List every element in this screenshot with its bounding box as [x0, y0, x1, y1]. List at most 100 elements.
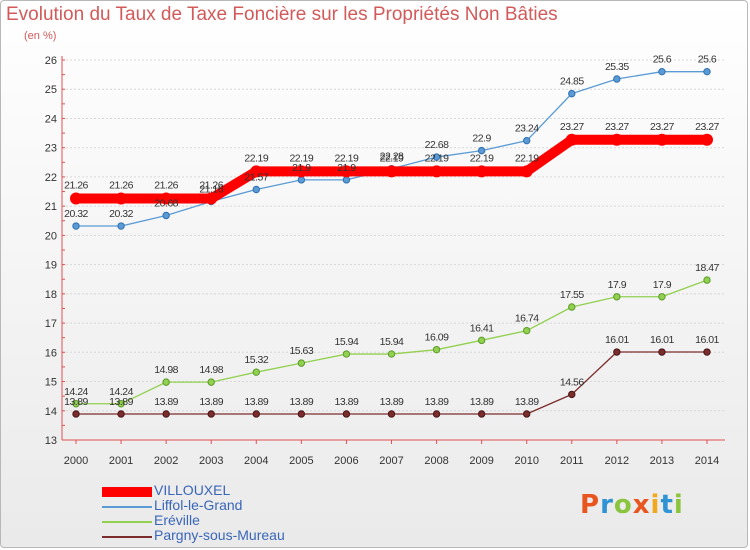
data-point: [613, 75, 621, 83]
legend-item: Liffol-le-Grand: [100, 497, 400, 514]
proxiti-logo: Proxiti: [580, 490, 684, 520]
data-label: 21.9: [337, 162, 356, 174]
data-point: [72, 400, 80, 408]
data-point: [297, 410, 306, 418]
x-tick-label: 2004: [244, 455, 268, 467]
data-label: 23.27: [650, 121, 674, 133]
data-point: [385, 165, 398, 178]
data-label: 16.01: [650, 334, 674, 346]
data-point: [70, 192, 82, 205]
data-point: [701, 133, 713, 146]
y-tick-label: 19: [45, 260, 57, 272]
data-label: 13.89: [109, 396, 133, 408]
x-tick-label: 2003: [199, 455, 223, 467]
logo-letter: P: [580, 490, 601, 520]
x-tick-label: 2011: [560, 455, 584, 467]
data-point: [658, 293, 666, 301]
data-point: [655, 133, 668, 146]
data-label: 16.01: [695, 334, 719, 346]
x-tick-label: 2006: [334, 455, 358, 467]
data-point: [703, 67, 711, 76]
legend-swatch: [102, 535, 152, 538]
data-label: 21.26: [154, 180, 178, 192]
data-label: 17.9: [608, 279, 627, 291]
data-point: [160, 192, 173, 205]
y-tick-label: 15: [45, 377, 57, 389]
data-label: 15.32: [244, 354, 268, 366]
data-label: 22.9: [472, 133, 491, 145]
data-label: 13.89: [64, 396, 88, 408]
data-label: 22.19: [335, 152, 359, 164]
data-label: 21.9: [292, 162, 311, 174]
x-tick-label: 2005: [289, 455, 313, 467]
data-label: 21.26: [64, 180, 88, 192]
data-label: 13.89: [425, 396, 449, 408]
data-point: [205, 192, 218, 205]
data-label: 21.57: [244, 171, 268, 183]
data-label: 22.19: [289, 152, 313, 164]
data-point: [565, 133, 578, 146]
data-point: [477, 336, 486, 345]
data-label: 21.26: [109, 180, 133, 192]
data-label: 13.89: [335, 396, 359, 408]
data-point: [387, 350, 396, 358]
data-point: [342, 410, 351, 418]
data-label: 13.89: [470, 396, 494, 408]
y-tick-label: 18: [45, 289, 57, 301]
data-point: [523, 136, 531, 145]
legend-item: Eréville: [100, 512, 400, 529]
data-label: 25.6: [698, 54, 717, 66]
y-tick-label: 14: [45, 406, 57, 418]
data-point: [568, 303, 576, 311]
data-point: [430, 165, 443, 178]
data-label: 25.35: [605, 61, 629, 73]
data-point: [207, 378, 215, 386]
data-point: [252, 410, 260, 418]
data-point: [117, 410, 125, 418]
data-label: 13.89: [199, 396, 223, 408]
data-point: [568, 390, 576, 399]
y-tick-label: 23: [45, 143, 57, 155]
data-label: 23.24: [515, 123, 539, 135]
data-label: 14.98: [199, 364, 223, 376]
data-label: 13.89: [154, 396, 178, 408]
data-point: [477, 410, 486, 418]
data-point: [613, 293, 621, 301]
data-point: [703, 348, 711, 356]
y-tick-label: 24: [45, 113, 57, 125]
data-label: 16.01: [605, 334, 629, 346]
data-label: 22.68: [425, 139, 449, 151]
x-tick-label: 2010: [514, 455, 538, 467]
data-point: [432, 345, 441, 354]
logo-letter: i: [673, 490, 684, 520]
logo-letter: r: [600, 490, 614, 520]
data-point: [162, 410, 170, 418]
data-point: [610, 133, 623, 146]
data-label: 24.85: [560, 76, 584, 88]
data-label: 23.27: [605, 121, 629, 133]
y-tick-label: 22: [45, 172, 57, 184]
x-tick-label: 2000: [64, 455, 88, 467]
data-point: [703, 276, 711, 284]
data-label: 22.19: [244, 152, 268, 164]
x-tick-label: 2007: [379, 455, 403, 467]
data-label: 22.19: [470, 152, 494, 164]
data-point: [72, 410, 80, 418]
logo-letter: x: [632, 490, 651, 520]
legend-swatch: [102, 520, 152, 523]
data-label: 20.32: [109, 208, 133, 220]
data-label: 14.56: [560, 376, 584, 388]
chart-subtitle: (en %): [24, 30, 57, 42]
data-label: 13.89: [515, 396, 539, 408]
x-tick-label: 2013: [650, 455, 674, 467]
data-label: 14.24: [109, 386, 133, 398]
data-point: [342, 176, 351, 184]
data-point: [162, 211, 170, 220]
data-label: 15.63: [289, 345, 313, 357]
data-point: [297, 176, 306, 184]
legend-label: Liffol-le-Grand: [154, 497, 243, 513]
data-label: 25.6: [653, 54, 672, 66]
data-point: [117, 400, 125, 408]
data-point: [523, 326, 531, 335]
